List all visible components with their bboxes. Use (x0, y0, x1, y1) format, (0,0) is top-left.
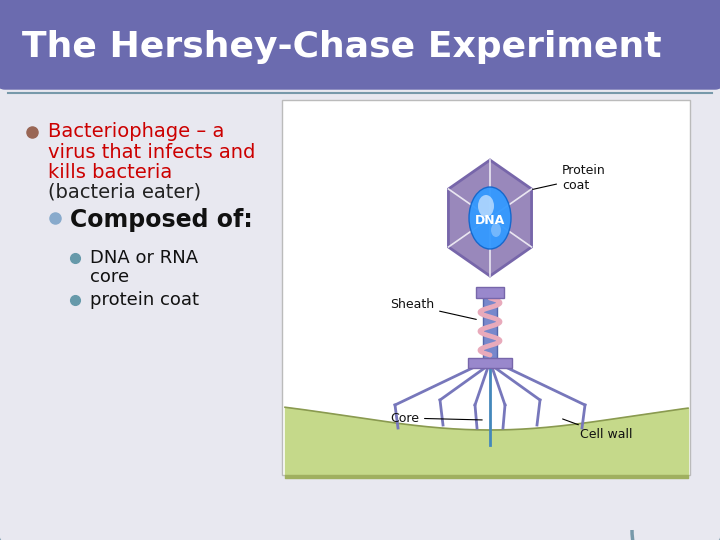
Text: Cell wall: Cell wall (562, 419, 632, 442)
Bar (468, 358, 512, 368)
Ellipse shape (478, 195, 494, 217)
Text: Protein
coat: Protein coat (533, 164, 606, 192)
Bar (476, 287, 504, 298)
Bar (483, 295, 497, 360)
Text: Bacteriophage – a: Bacteriophage – a (48, 122, 225, 141)
Text: virus that infects and: virus that infects and (48, 143, 256, 162)
Polygon shape (449, 160, 531, 276)
Text: Core: Core (390, 411, 482, 424)
Ellipse shape (469, 187, 511, 249)
Text: protein coat: protein coat (90, 291, 199, 309)
Text: (bacteria eater): (bacteria eater) (48, 183, 201, 202)
Bar (282, 100, 690, 475)
Text: core: core (90, 268, 129, 286)
FancyBboxPatch shape (0, 77, 720, 540)
Ellipse shape (491, 223, 501, 237)
Text: kills bacteria: kills bacteria (48, 163, 172, 182)
Text: Composed of:: Composed of: (70, 208, 253, 232)
Text: DNA or RNA: DNA or RNA (90, 249, 198, 267)
Text: The Hershey-Chase Experiment: The Hershey-Chase Experiment (22, 30, 662, 64)
FancyBboxPatch shape (0, 0, 720, 89)
Text: DNA: DNA (475, 213, 505, 226)
Text: Sheath: Sheath (390, 299, 477, 319)
